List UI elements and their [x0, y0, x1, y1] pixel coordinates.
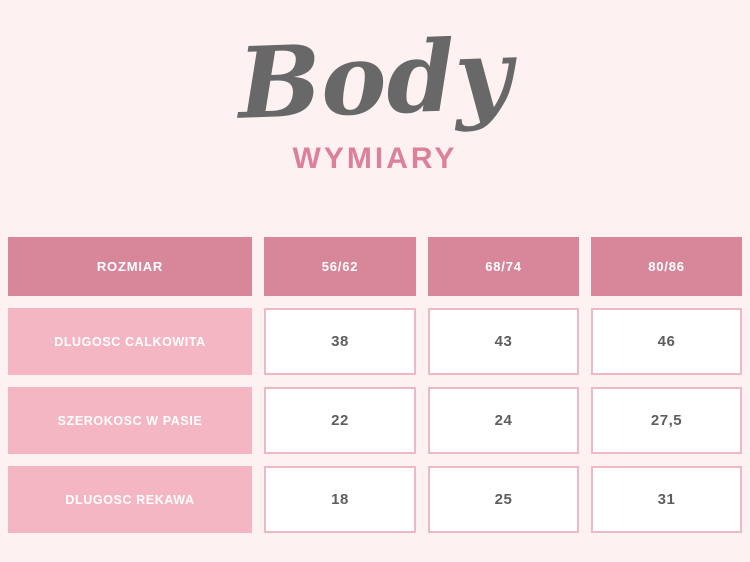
page-title: Body: [236, 17, 514, 142]
value-szerokosc-w-pasie-80-86: 27,5: [591, 387, 742, 454]
value-dlugosc-calkowita-68-74: 43: [428, 308, 579, 375]
header-cell-rozmiar: ROZMIAR: [8, 237, 252, 296]
page-subtitle: WYMIARY: [292, 142, 458, 176]
header-cell-size-56-62: 56/62: [264, 237, 416, 296]
value-szerokosc-w-pasie-56-62: 22: [264, 387, 416, 454]
poster-header: Body WYMIARY: [0, 0, 750, 176]
row-label-szerokosc-w-pasie: SZEROKOSC W PASIE: [8, 387, 252, 454]
header-cell-size-80-86: 80/86: [591, 237, 742, 296]
size-table: ROZMIAR 56/62 68/74 80/86 DLUGOSC CALKOW…: [8, 237, 742, 533]
value-dlugosc-rekawa-68-74: 25: [428, 466, 579, 533]
value-dlugosc-calkowita-56-62: 38: [264, 308, 416, 375]
row-label-dlugosc-calkowita: DLUGOSC CALKOWITA: [8, 308, 252, 375]
value-dlugosc-calkowita-80-86: 46: [591, 308, 742, 375]
row-label-dlugosc-rekawa: DLUGOSC REKAWA: [8, 466, 252, 533]
header-cell-size-68-74: 68/74: [428, 237, 579, 296]
value-dlugosc-rekawa-80-86: 31: [591, 466, 742, 533]
value-dlugosc-rekawa-56-62: 18: [264, 466, 416, 533]
value-szerokosc-w-pasie-68-74: 24: [428, 387, 579, 454]
